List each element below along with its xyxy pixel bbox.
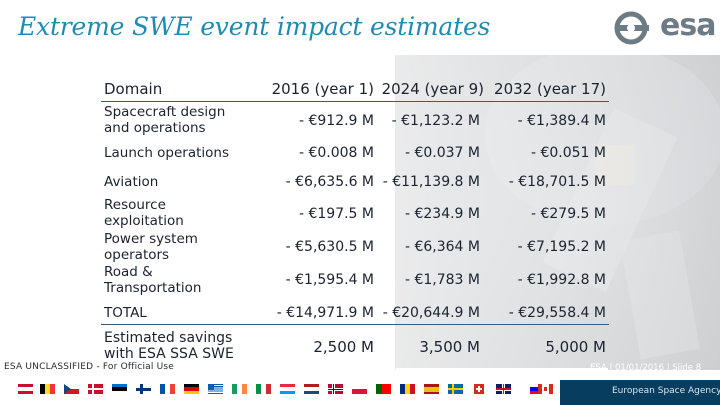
flag-luxembourg-icon [280,384,295,394]
footer-strip [396,368,608,375]
row-spacecraft-2016: - €912.9 M [298,113,374,129]
row-domain-resource: Resource exploitation [104,197,184,229]
flag-greece-icon [208,384,223,394]
flag-slovenia-icon [530,384,545,394]
header-2016: 2016 (year 1) [271,80,374,98]
total-rule [101,324,609,325]
row-domain-aviation: Aviation [104,174,159,190]
row-aviation-2016: - €6,635.6 M [285,174,374,190]
flag-estonia-icon [112,384,127,394]
row-domain-savings: Estimated savings with ESA SSA SWE [104,330,234,362]
flag-austria-icon [18,384,33,394]
flag-portugal-icon [376,384,391,394]
esa-logo: esa [610,8,716,48]
header-2032: 2032 (year 17) [494,80,606,98]
slide-title: Extreme SWE event impact estimates [18,12,491,41]
row-spacecraft-2032: - €1,389.4 M [517,113,606,129]
row-launch-2024: - €0.037 M [404,145,480,161]
agency-bar [560,380,720,405]
flag-poland-icon [352,384,367,394]
row-aviation-2024: - €11,139.8 M [382,174,480,190]
row-power-2024: - €6,364 M [404,239,480,255]
row-resource-2032: - €279.5 M [530,206,606,222]
flag-sweden-icon [448,384,463,394]
flag-romania-icon [400,384,415,394]
flag-czech-icon [64,384,79,394]
row-domain-power: Power system operators [104,231,198,263]
row-domain-launch: Launch operations [104,145,230,161]
esa-logo-text: esa [660,8,716,43]
agency-name: European Space Agency [612,386,720,396]
white-overlay [0,55,720,370]
impact-table: Domain 2016 (year 1) 2024 (year 9) 2032 … [101,80,609,362]
row-spacecraft-2024: - €1,123.2 M [391,113,480,129]
flag-italy-icon [256,384,271,394]
flag-denmark-icon [88,384,103,394]
row-resource-2016: - €197.5 M [298,206,374,222]
row-power-2016: - €5,630.5 M [285,239,374,255]
flag-switzerland-icon [472,384,487,394]
row-power-2032: - €7,195.2 M [517,239,606,255]
footer-classification: ESA UNCLASSIFIED - For Official Use [4,362,175,372]
row-savings-2032: 5,000 M [545,338,606,356]
row-resource-2024: - €234.9 M [404,206,480,222]
row-domain-spacecraft: Spacecraft design and operations [104,104,226,136]
flag-norway-icon [328,384,343,394]
row-launch-2016: - €0.008 M [298,145,374,161]
row-launch-2032: - €0.051 M [530,145,606,161]
header-rule [101,101,609,102]
row-road-2024: - €1,783 M [404,272,480,288]
header-2024: 2024 (year 9) [381,80,484,98]
flag-netherlands-icon [304,384,319,394]
row-total-2024: - €20,644.9 M [382,305,480,321]
row-savings-2024: 3,500 M [419,338,480,356]
header-domain: Domain [104,80,163,98]
flag-france-icon [160,384,175,394]
footer-page-info: ESA | 01/01/2016 | Slide 8 [590,363,702,373]
row-road-2032: - €1,992.8 M [517,272,606,288]
flag-uk-icon [496,384,511,394]
flag-spain-icon [424,384,439,394]
flag-finland-icon [136,384,151,394]
row-domain-total: TOTAL [104,305,147,321]
flag-belgium-icon [40,384,55,394]
row-road-2016: - €1,595.4 M [285,272,374,288]
row-total-2016: - €14,971.9 M [276,305,374,321]
row-aviation-2032: - €18,701.5 M [508,174,606,190]
esa-emblem-icon [614,11,649,45]
flag-canada-icon [538,384,553,394]
flag-germany-icon [184,384,199,394]
flag-ireland-icon [232,384,247,394]
row-total-2032: - €29,558.4 M [508,305,606,321]
row-savings-2016: 2,500 M [313,338,374,356]
row-domain-road: Road & Transportation [104,264,202,296]
